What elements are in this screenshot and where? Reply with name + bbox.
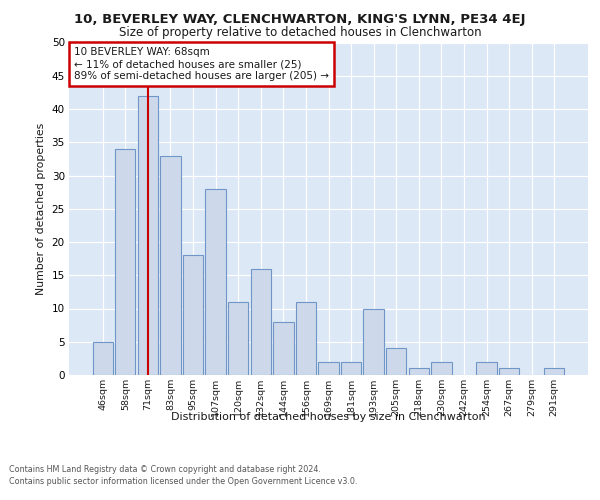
- Text: 10, BEVERLEY WAY, CLENCHWARTON, KING'S LYNN, PE34 4EJ: 10, BEVERLEY WAY, CLENCHWARTON, KING'S L…: [74, 12, 526, 26]
- Text: Contains HM Land Registry data © Crown copyright and database right 2024.: Contains HM Land Registry data © Crown c…: [9, 465, 321, 474]
- Bar: [499, 368, 519, 375]
- Bar: [273, 322, 293, 375]
- Text: Size of property relative to detached houses in Clenchwarton: Size of property relative to detached ho…: [119, 26, 481, 39]
- Bar: [228, 302, 248, 375]
- Text: Distribution of detached houses by size in Clenchwarton: Distribution of detached houses by size …: [172, 412, 486, 422]
- Text: Contains public sector information licensed under the Open Government Licence v3: Contains public sector information licen…: [9, 478, 358, 486]
- Bar: [115, 149, 136, 375]
- Bar: [138, 96, 158, 375]
- Bar: [386, 348, 406, 375]
- Bar: [364, 308, 384, 375]
- Bar: [296, 302, 316, 375]
- Bar: [92, 342, 113, 375]
- Bar: [476, 362, 497, 375]
- Bar: [160, 156, 181, 375]
- Bar: [544, 368, 565, 375]
- Bar: [431, 362, 452, 375]
- Text: 10 BEVERLEY WAY: 68sqm
← 11% of detached houses are smaller (25)
89% of semi-det: 10 BEVERLEY WAY: 68sqm ← 11% of detached…: [74, 48, 329, 80]
- Bar: [183, 256, 203, 375]
- Bar: [319, 362, 338, 375]
- Bar: [251, 268, 271, 375]
- Bar: [205, 189, 226, 375]
- Bar: [341, 362, 361, 375]
- Bar: [409, 368, 429, 375]
- Y-axis label: Number of detached properties: Number of detached properties: [36, 122, 46, 295]
